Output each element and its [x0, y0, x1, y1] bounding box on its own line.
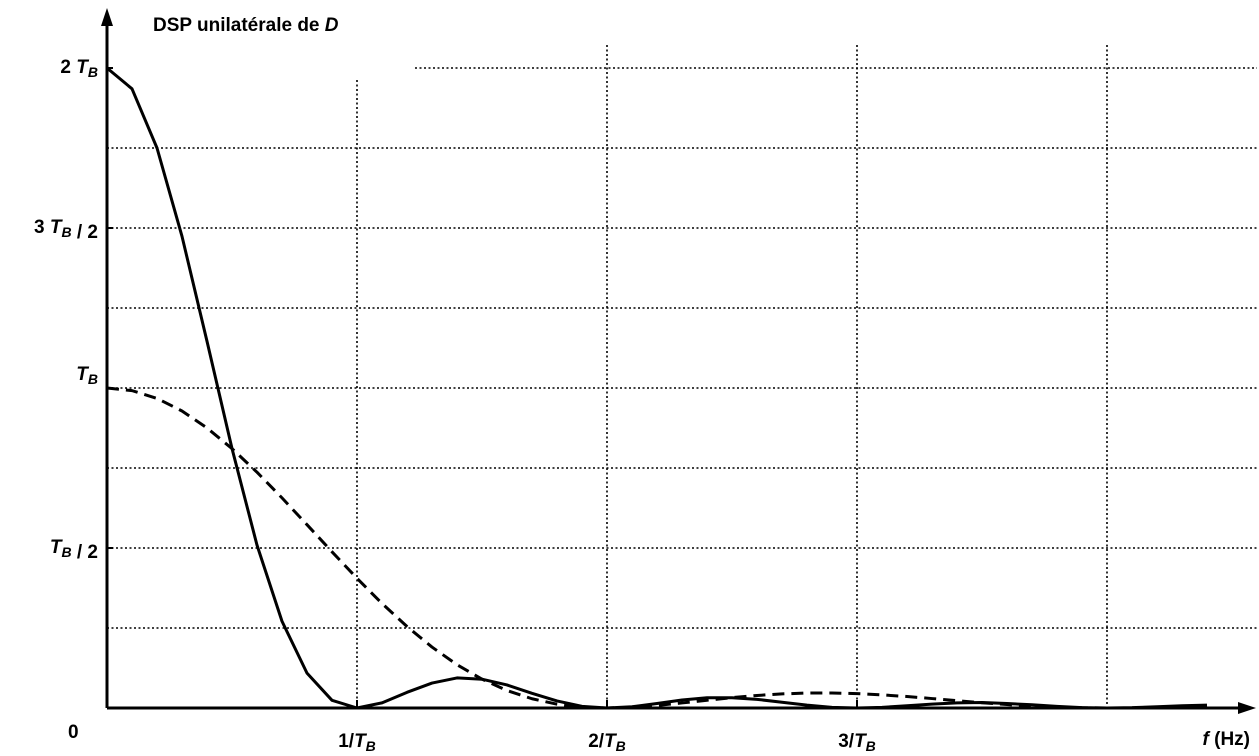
y-tick-label: 2 TB: [60, 57, 98, 80]
x-tick-label: 2/TB: [588, 731, 626, 754]
y-tick-label: 3 TB / 2: [34, 217, 98, 243]
x-axis-arrow: [1238, 702, 1256, 714]
x-tick-label: 1/TB: [338, 731, 376, 754]
x-axis-label: f (Hz): [1203, 729, 1250, 750]
origin-label: 0: [68, 722, 79, 743]
chart-title: DSP unilatérale de D: [153, 15, 339, 36]
y-tick-label: TB: [76, 364, 98, 387]
y-tick-label: TB / 2: [50, 537, 98, 563]
curve: [106, 386, 1108, 710]
x-tick-label: 3/TB: [838, 731, 876, 754]
y-axis-arrow: [101, 8, 113, 26]
